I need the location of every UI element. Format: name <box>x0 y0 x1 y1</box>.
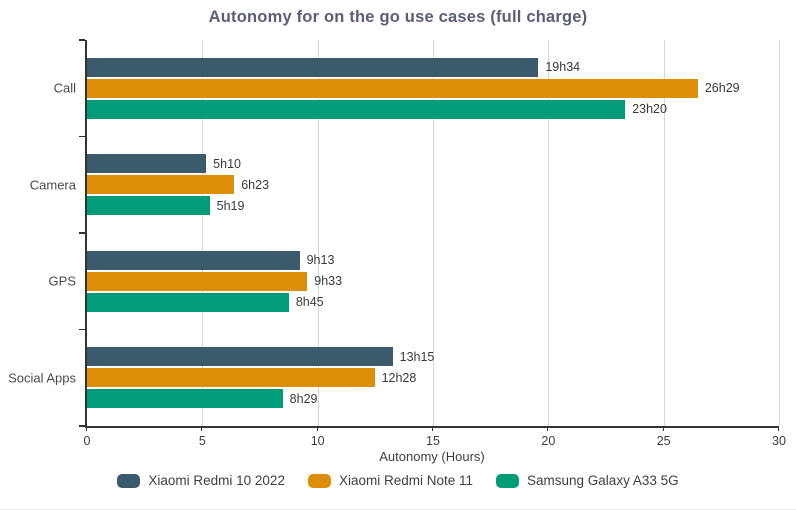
bar-value-label: 5h10 <box>213 156 241 171</box>
gridline <box>548 40 550 426</box>
legend-item[interactable]: Samsung Galaxy A33 5G <box>496 473 679 488</box>
bar-value-label: 13h15 <box>399 349 435 364</box>
x-axis-tick-label: 30 <box>772 434 786 448</box>
gridline <box>433 40 434 426</box>
gridline <box>663 40 665 426</box>
legend-label: Xiaomi Redmi Note 11 <box>338 473 474 488</box>
bar-row: 26h29 <box>87 78 779 98</box>
bar-group-social-apps: Social Apps 13h15 12h28 8h29 <box>8 330 779 427</box>
x-axis-tick-label: 25 <box>656 434 671 448</box>
bar[interactable] <box>87 175 235 195</box>
y-axis-tick-mark <box>79 39 85 41</box>
x-axis-tick-mark <box>316 426 318 431</box>
y-axis-tick-mark <box>79 232 85 234</box>
legend-swatch <box>307 473 331 488</box>
bar-value-label: 23h20 <box>632 102 667 117</box>
x-axis-tick-label: 0 <box>83 434 91 448</box>
bar-value-label: 5h19 <box>216 198 245 213</box>
gridline <box>202 40 204 426</box>
plot-area: 0 5 10 15 20 25 30 Call 19h34 26h29 23h20 Camera 5h1… <box>8 39 786 448</box>
bar[interactable] <box>87 292 289 312</box>
bar[interactable] <box>87 196 210 216</box>
bar-row: 13h15 <box>87 347 779 367</box>
bar-row: 12h28 <box>87 368 779 388</box>
legend-label: Samsung Galaxy A33 5G <box>527 473 679 488</box>
category-label: Camera <box>29 177 76 193</box>
bar-value-label: 9h33 <box>314 274 343 289</box>
x-axis-tick-mark <box>201 426 203 431</box>
x-axis-tick-label: 15 <box>426 434 440 448</box>
x-axis-tick-label: 10 <box>310 434 325 448</box>
category-label: GPS <box>48 273 76 289</box>
bar-row: 8h45 <box>87 292 779 312</box>
y-axis-tick-mark <box>79 425 85 427</box>
bar-row: 23h20 <box>87 99 779 119</box>
x-axis-tick-label: 20 <box>541 434 556 448</box>
bar-row: 8h29 <box>87 389 779 409</box>
bar-value-label: 12h28 <box>381 370 417 385</box>
gridline <box>317 40 319 426</box>
bar-group-camera: Camera 5h10 6h23 5h19 <box>30 137 779 234</box>
legend-item[interactable]: Xiaomi Redmi 10 2022 <box>117 473 285 488</box>
bar[interactable] <box>87 57 539 77</box>
bar-value-label: 6h23 <box>241 177 270 192</box>
bar-group-gps: GPS 9h13 9h33 8h45 <box>49 233 779 330</box>
bar-value-label: 8h45 <box>295 295 324 310</box>
bar-row: 9h33 <box>87 271 779 291</box>
bar-value-label: 8h29 <box>289 391 318 406</box>
legend-label: Xiaomi Redmi 10 2022 <box>148 473 285 488</box>
x-axis-tick-label: 5 <box>198 434 206 448</box>
bar-row: 5h19 <box>87 196 779 216</box>
x-axis-tick-mark <box>662 426 664 431</box>
legend-item[interactable]: Xiaomi Redmi Note 11 <box>307 473 474 488</box>
bar-value-label: 9h13 <box>306 253 335 268</box>
category-label: Social Apps <box>8 370 76 386</box>
bar[interactable] <box>87 368 375 388</box>
x-axis-tick-mark <box>778 426 779 431</box>
bar[interactable] <box>87 78 698 98</box>
category-label: Call <box>53 80 76 96</box>
bar-value-label: 19h34 <box>545 60 581 75</box>
y-axis-tick-mark <box>79 328 85 330</box>
y-axis-tick-mark <box>79 135 85 137</box>
bar[interactable] <box>87 271 308 291</box>
legend-swatch <box>117 473 141 488</box>
bar[interactable] <box>87 154 207 174</box>
chart-title: Autonomy for on the go use cases (full c… <box>208 8 588 26</box>
x-axis-tick-mark <box>547 426 549 431</box>
bar[interactable] <box>87 347 393 367</box>
x-axis-title: Autonomy (Hours) <box>379 449 485 464</box>
legend-swatch <box>496 473 520 488</box>
bar[interactable] <box>87 99 626 119</box>
bar-value-label: 26h29 <box>704 81 740 96</box>
bar-row: 9h13 <box>87 250 779 270</box>
chart-legend: Xiaomi Redmi 10 2022 Xiaomi Redmi Note 11… <box>0 473 796 488</box>
gridline <box>779 40 780 426</box>
bar-row: 19h34 <box>87 57 779 77</box>
bar-row: 5h10 <box>87 154 779 174</box>
bar-group-call: Call 19h34 26h29 23h20 <box>54 40 779 137</box>
bar[interactable] <box>87 250 300 270</box>
bar[interactable] <box>87 389 283 409</box>
x-axis-tick-mark <box>432 426 433 431</box>
bar-row: 6h23 <box>87 175 779 195</box>
x-axis-tick-mark <box>86 426 87 431</box>
